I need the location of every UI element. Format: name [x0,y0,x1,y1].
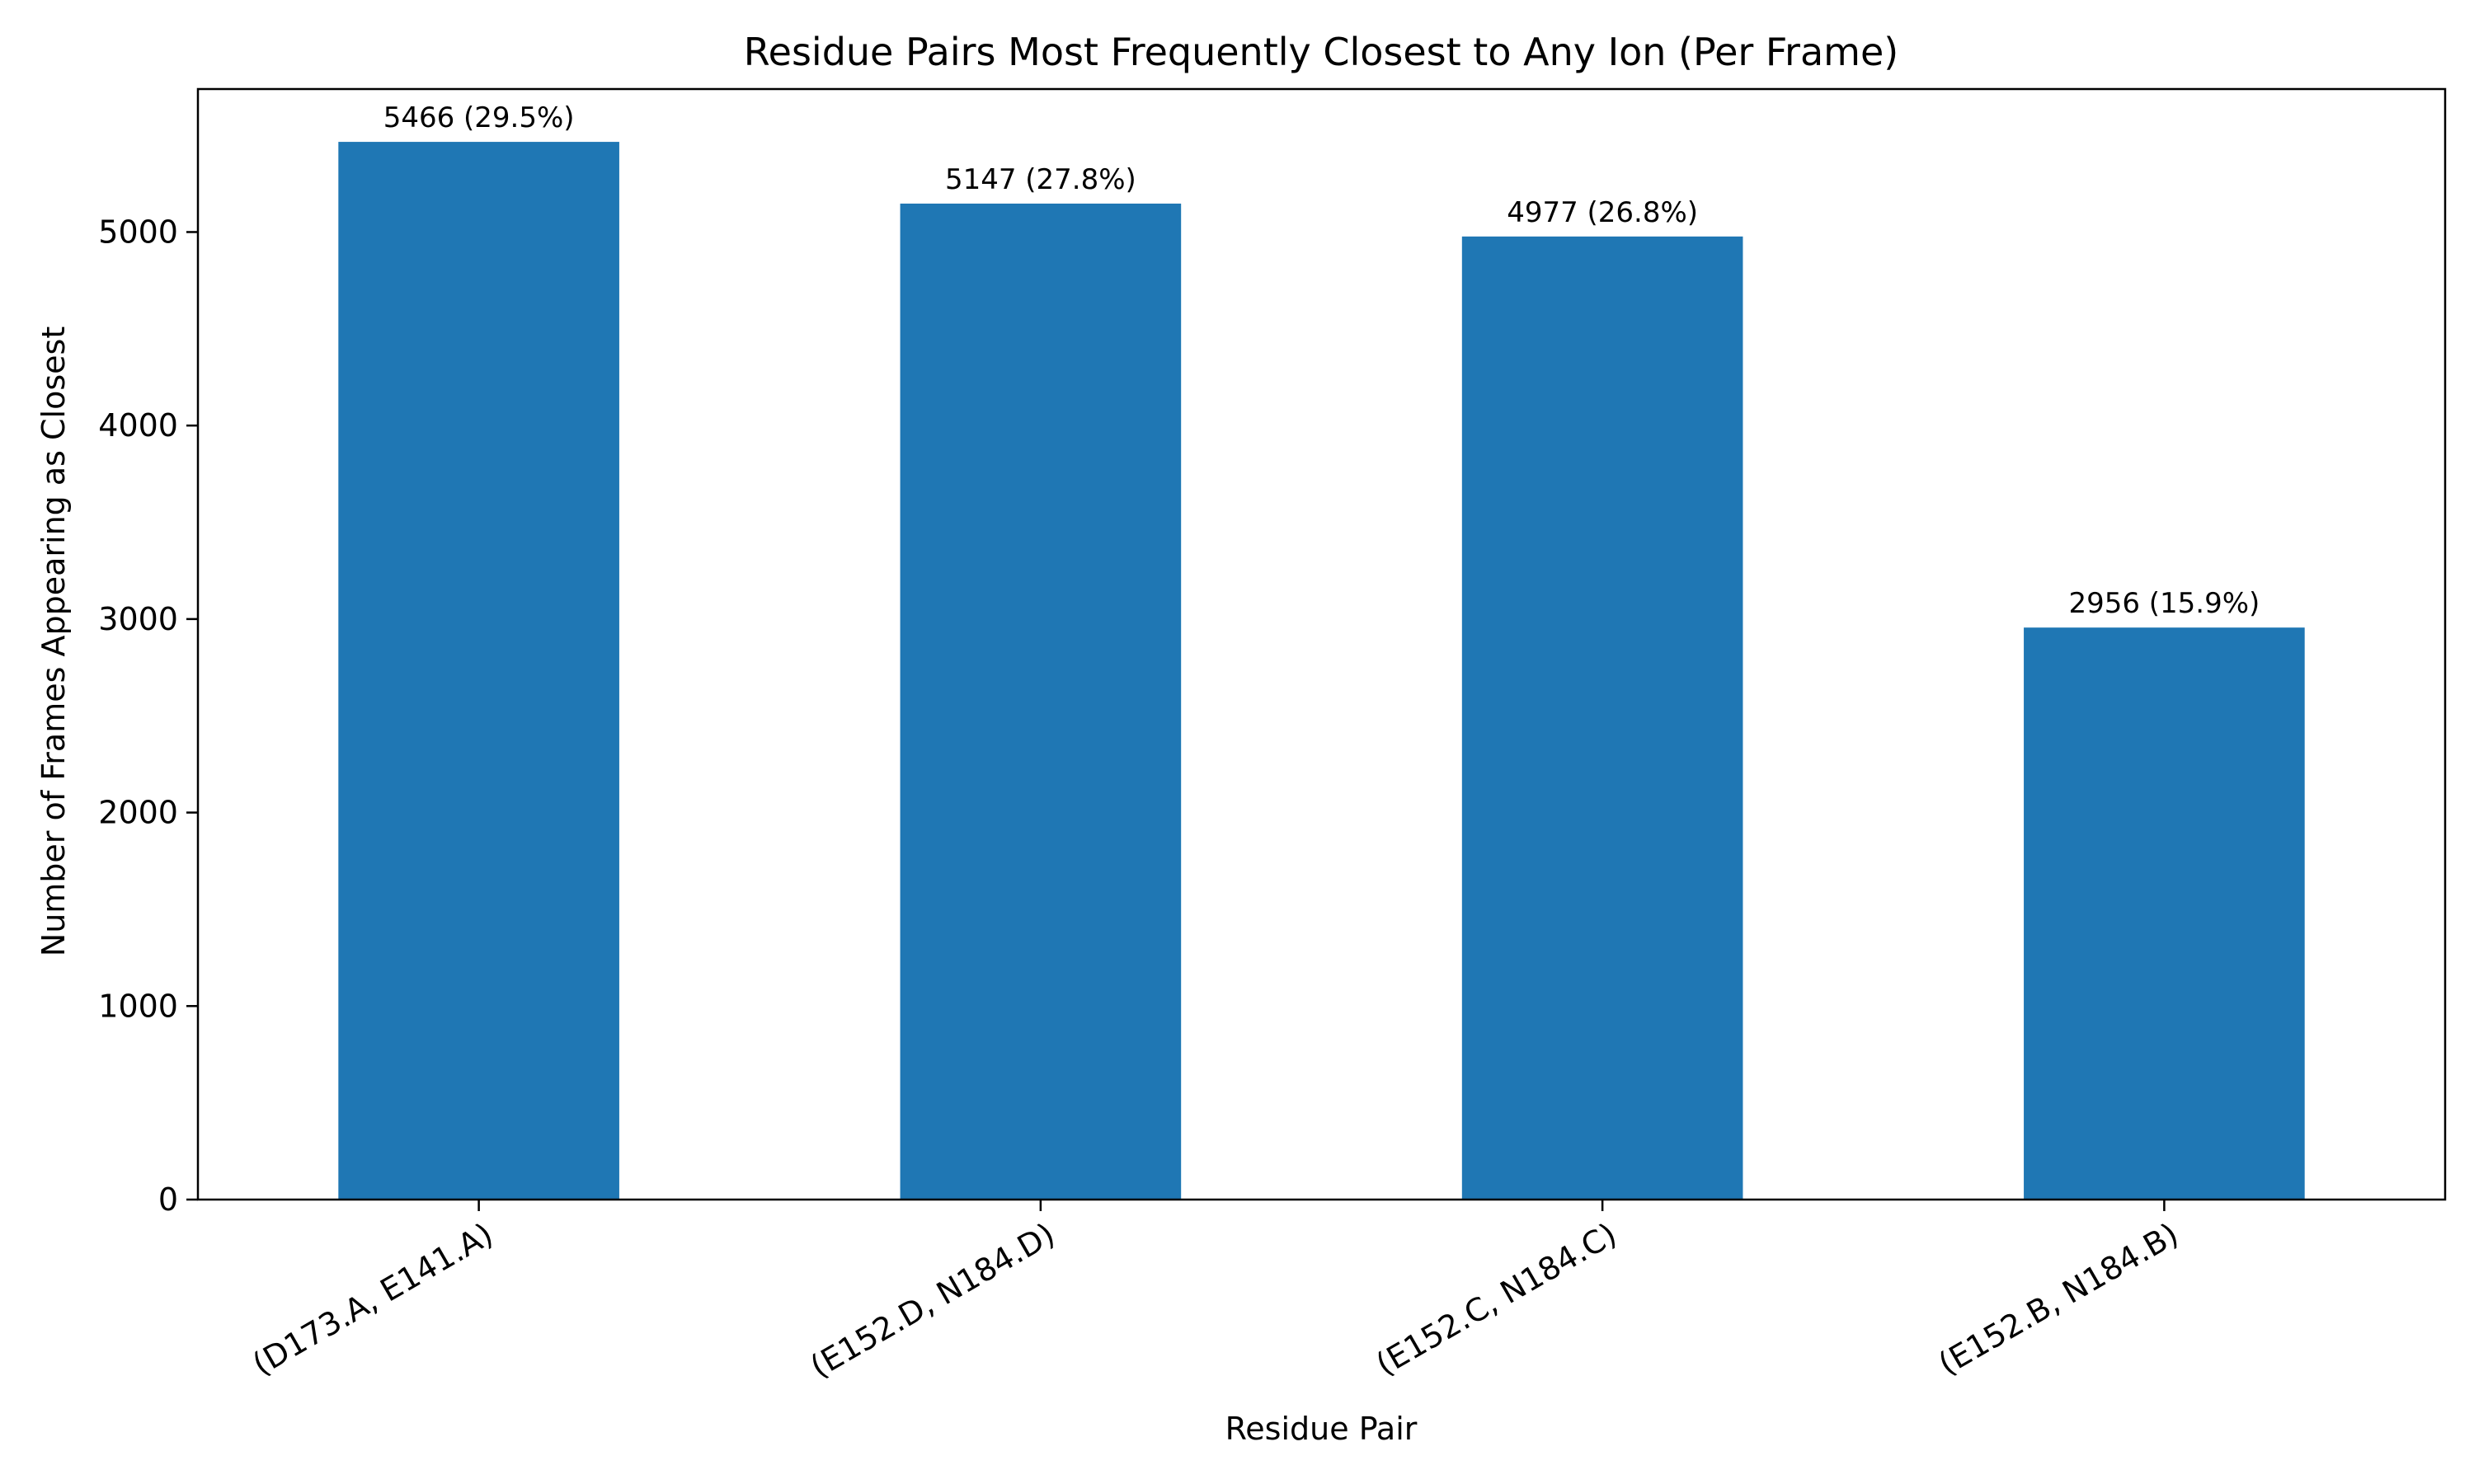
x-tick-label: (E152.C, N184.C) [1370,1216,1623,1383]
bar [1461,236,1743,1200]
y-tick-label: 2000 [98,795,178,831]
y-axis-label: Number of Frames Appearing as Closest [35,326,72,956]
x-tick-label: (D173.A, E141.A) [247,1216,499,1383]
x-axis-label: Residue Pair [1225,1411,1418,1447]
bar-value-label: 4977 (26.8%) [1507,196,1698,229]
y-tick-label: 0 [158,1181,178,1218]
y-tick-label: 5000 [98,214,178,250]
axes-frame [196,87,2447,1201]
bar-value-label: 5147 (27.8%) [945,163,1136,196]
bar-value-label: 5466 (29.5%) [383,101,575,134]
bar [2024,627,2305,1200]
x-tick-label: (E152.D, N184.D) [804,1216,1061,1385]
bar [900,203,1182,1200]
y-tick-label: 4000 [98,407,178,444]
x-tick-label: (E152.B, N184.B) [1932,1216,2185,1383]
y-tick-label: 1000 [98,988,178,1024]
bar-value-label: 2956 (15.9%) [2068,587,2260,620]
plot-area: 5466 (29.5%) 5147 (27.8%) 4977 (26.8%) 2956… [338,101,2305,1200]
y-tick-label: 3000 [98,601,178,637]
bar [338,142,619,1200]
chart-title: Residue Pairs Most Frequently Closest to… [744,30,1898,74]
